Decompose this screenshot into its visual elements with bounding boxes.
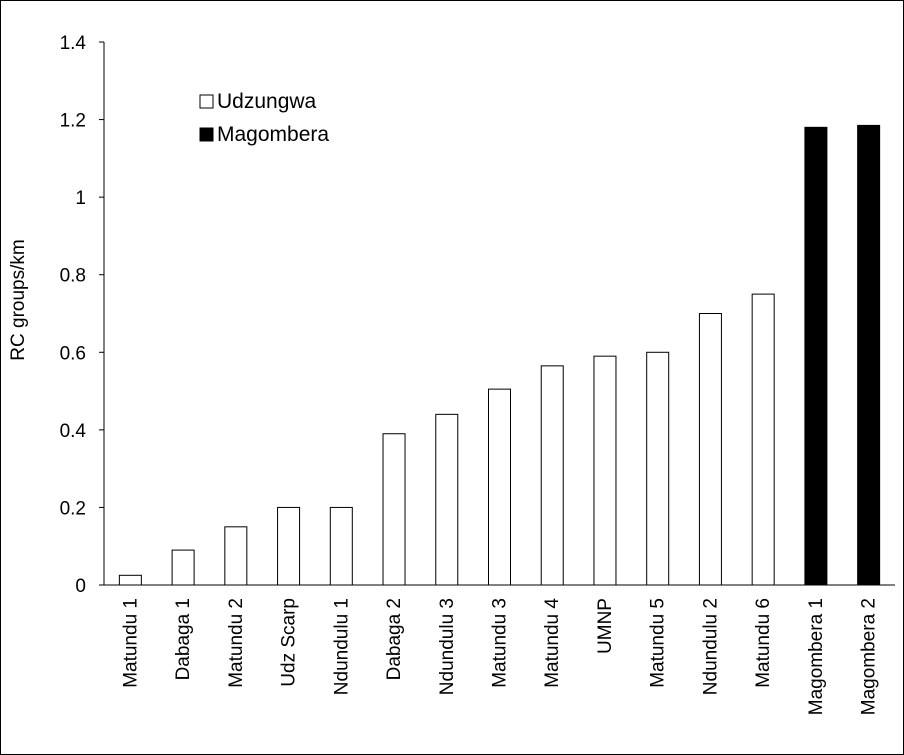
- bar-ndundulu-1: [329, 506, 353, 586]
- y-tick-label: 0: [75, 576, 86, 597]
- x-tick-label: Matundu 5: [648, 598, 669, 688]
- x-tick-label: Matundu 3: [490, 598, 511, 688]
- bar-dabaga-2: [382, 433, 406, 586]
- bar-matundu-5: [646, 351, 670, 586]
- bar-matundu-1: [118, 574, 142, 586]
- x-tick-label: Magombera 1: [806, 598, 827, 715]
- x-axis-labels: Matundu 1 Dabaga 1 Matundu 2 Udz Scarp Ndund…: [120, 598, 879, 716]
- bar-ndundulu-3: [435, 413, 459, 586]
- x-tick-label: Matundu 2: [226, 598, 247, 688]
- legend-label-magombera: Magombera: [217, 123, 329, 146]
- y-tick-label: 1.4: [60, 33, 87, 54]
- x-tick-label: Dabaga 1: [173, 598, 194, 680]
- bar-magombera-1: [804, 126, 828, 586]
- x-tick-label: Matundu 1: [120, 598, 141, 688]
- y-axis-ticks: 0 0.2 0.4 0.6 0.8 1 1.2 1.4: [60, 33, 104, 597]
- legend-label-udzungwa: Udzungwa: [217, 90, 317, 113]
- bar-udz-scarp: [277, 506, 301, 586]
- y-tick-label: 0.4: [60, 421, 87, 442]
- x-tick-label: UMNP: [595, 598, 616, 654]
- bar-dabaga-1: [171, 549, 195, 586]
- legend-swatch-udzungwa: [199, 94, 214, 109]
- x-tick-label: Matundu 6: [753, 598, 774, 688]
- x-tick-label: Ndundulu 2: [700, 598, 721, 695]
- bar-magombera-2: [857, 124, 881, 586]
- x-tick-label: Ndundulu 1: [331, 598, 352, 695]
- legend-swatch-magombera: [199, 127, 214, 142]
- bar-umnp: [593, 355, 617, 586]
- y-tick-label: 0.2: [60, 498, 86, 519]
- y-tick-label: 0.8: [60, 266, 86, 287]
- bar-matundu-3: [488, 388, 511, 586]
- x-tick-label: Ndundulu 3: [437, 598, 458, 695]
- x-tick-label: Dabaga 2: [384, 598, 405, 680]
- bar-ndundulu-2: [698, 313, 722, 586]
- x-tick-label: Udz Scarp: [279, 598, 300, 687]
- y-tick-label: 1: [75, 188, 86, 209]
- bar-matundu-6: [751, 293, 775, 586]
- bar-matundu-4: [540, 365, 564, 586]
- bars: [118, 124, 881, 586]
- y-axis-label: RC groups/km: [8, 239, 29, 360]
- x-tick-label: Magombera 2: [859, 598, 880, 715]
- legend: Udzungwa Magombera: [199, 90, 329, 146]
- y-tick-label: 1.2: [60, 111, 86, 132]
- x-tick-label: Matundu 4: [542, 598, 563, 688]
- bar-matundu-2: [224, 526, 248, 586]
- y-tick-label: 0.6: [60, 343, 86, 364]
